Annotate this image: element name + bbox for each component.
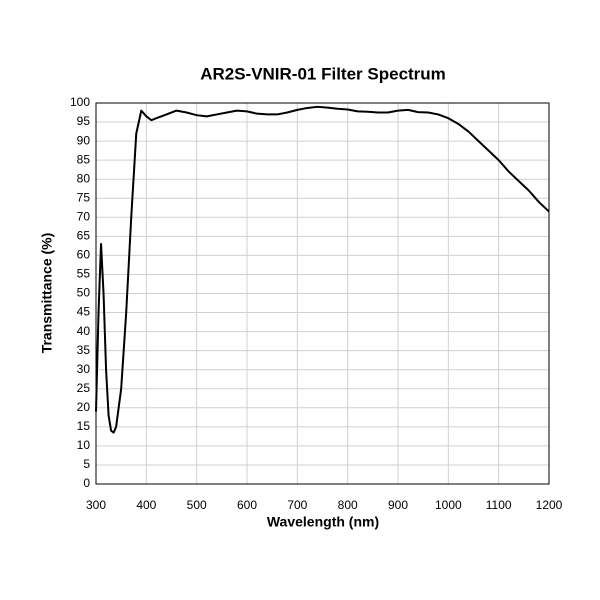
x-tick-label: 800 [338,498,358,512]
y-tick-label: 25 [77,381,91,395]
y-tick-label: 60 [77,248,91,262]
y-tick-label: 15 [77,419,91,433]
x-tick-label: 1200 [536,498,563,512]
y-tick-label: 45 [77,305,91,319]
y-tick-label: 35 [77,343,91,357]
y-tick-label: 95 [77,114,91,128]
x-tick-label: 700 [287,498,307,512]
x-axis-label: Wavelength (nm) [267,514,379,530]
chart-title: AR2S-VNIR-01 Filter Spectrum [200,64,446,83]
x-tick-label: 1100 [486,498,512,512]
y-tick-label: 5 [83,457,90,471]
y-tick-label: 20 [77,400,91,414]
x-tick-label: 300 [86,498,106,512]
x-tick-label: 1000 [435,498,462,512]
x-tick-label: 500 [187,498,207,512]
y-tick-label: 85 [77,152,91,166]
x-tick-label: 600 [237,498,257,512]
y-tick-label: 10 [77,438,91,452]
y-tick-label: 0 [83,476,90,490]
y-tick-label: 40 [77,324,91,338]
x-tick-label: 900 [388,498,408,512]
y-tick-label: 30 [77,362,91,376]
data-line [95,105,550,434]
y-tick-label: 65 [77,229,91,243]
y-tick-label: 70 [77,209,91,223]
y-tick-label: 100 [70,95,90,109]
y-axis-label: Transmittance (%) [39,233,55,354]
x-tick-label: 400 [136,498,156,512]
y-tick-label: 75 [77,190,91,204]
y-tick-label: 55 [77,267,91,281]
y-tick-label: 80 [77,171,91,185]
y-tick-label: 50 [77,286,91,300]
y-tick-label: 90 [77,133,91,147]
plot-border [95,102,550,485]
